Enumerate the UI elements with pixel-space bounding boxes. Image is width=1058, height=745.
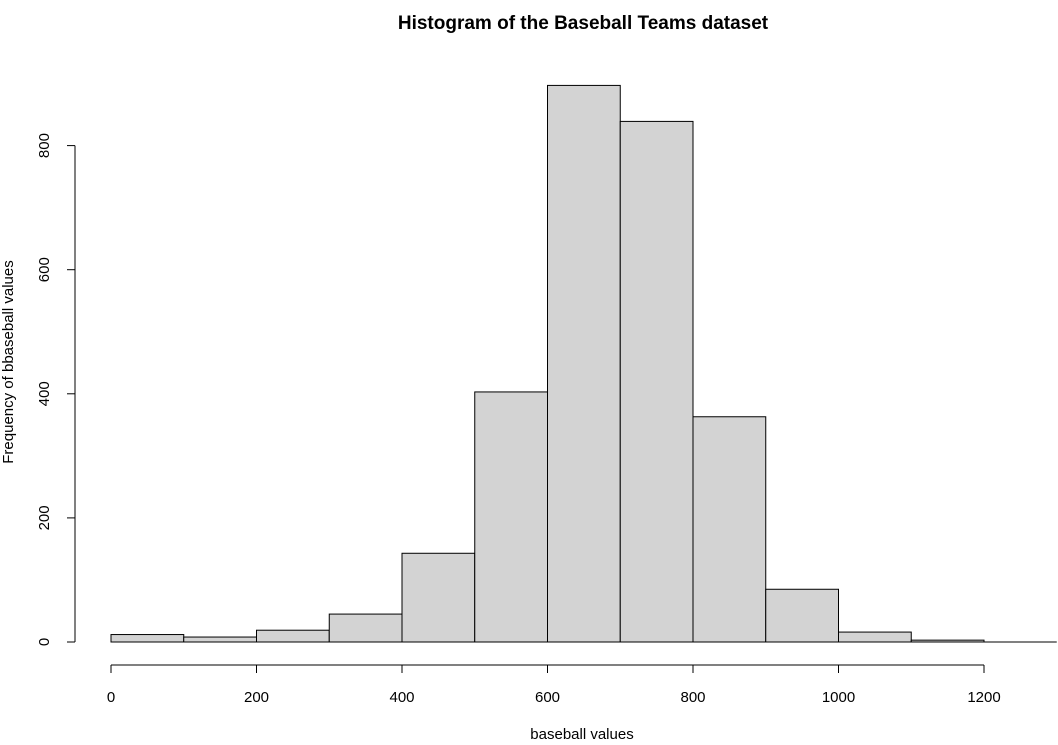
x-axis: 0 200 400 600 800 1000 1200 (107, 664, 1001, 706)
x-tick-label: 800 (680, 689, 705, 706)
y-tick-label: 0 (36, 638, 53, 646)
histogram-bar-100-200 (183, 636, 257, 643)
y-tick-label: 800 (36, 133, 53, 158)
histogram-bar-500-600 (474, 391, 548, 643)
histogram-bar-200-300 (256, 629, 330, 643)
x-tick-label: 1200 (967, 689, 1000, 706)
x-tick-label: 0 (107, 689, 115, 706)
x-tick-label: 600 (535, 689, 560, 706)
histogram-bar-900-1000 (765, 588, 839, 643)
x-tick-label: 400 (389, 689, 414, 706)
histogram-bar-1000-1100 (838, 631, 912, 643)
x-axis-label: baseball values (530, 726, 633, 743)
y-axis: 0 200 400 600 800 (36, 133, 76, 646)
chart-title: Histogram of the Baseball Teams dataset (398, 13, 769, 34)
y-tick-label: 200 (36, 505, 53, 530)
y-axis-label: Frequency of bbaseball values (0, 260, 17, 463)
histogram-bar-300-400 (328, 613, 403, 643)
histogram-bar-400-500 (401, 552, 476, 643)
histogram-bar-700-800 (619, 120, 694, 643)
histogram-bar-600-700 (547, 84, 621, 643)
x-tick-label: 200 (244, 689, 269, 706)
bars-group (110, 84, 985, 643)
histogram-bar-0-100 (110, 634, 185, 643)
histogram-bar-800-900 (692, 416, 767, 643)
x-tick-label: 1000 (822, 689, 855, 706)
y-tick-label: 600 (36, 257, 53, 282)
y-tick-label: 400 (36, 381, 53, 406)
